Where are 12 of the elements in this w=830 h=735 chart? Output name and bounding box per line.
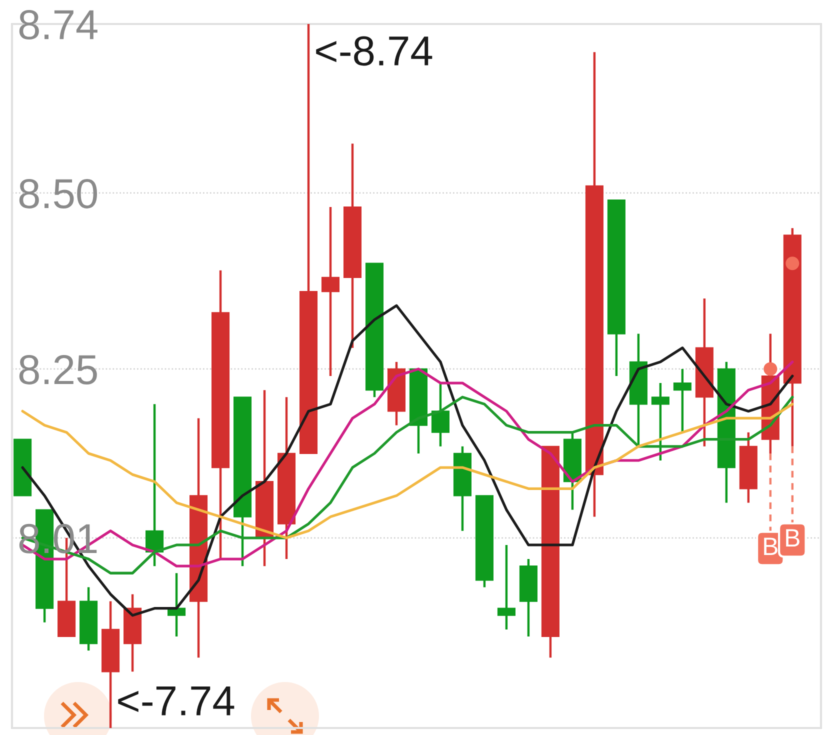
candlestick — [497, 544, 516, 631]
candlestick — [431, 382, 450, 448]
annotation: B — [786, 529, 800, 546]
y-tick-label: 8.74 — [19, 10, 98, 40]
y-tick-label: 8.50 — [19, 178, 98, 208]
annotation: <-8.74 — [316, 36, 432, 66]
annotation: <-7.74 — [118, 686, 234, 716]
candlestick — [651, 382, 670, 462]
candlestick — [673, 368, 692, 434]
candlestick — [321, 206, 340, 378]
y-tick-label: 8.25 — [19, 354, 97, 384]
annotation: B — [764, 538, 778, 555]
